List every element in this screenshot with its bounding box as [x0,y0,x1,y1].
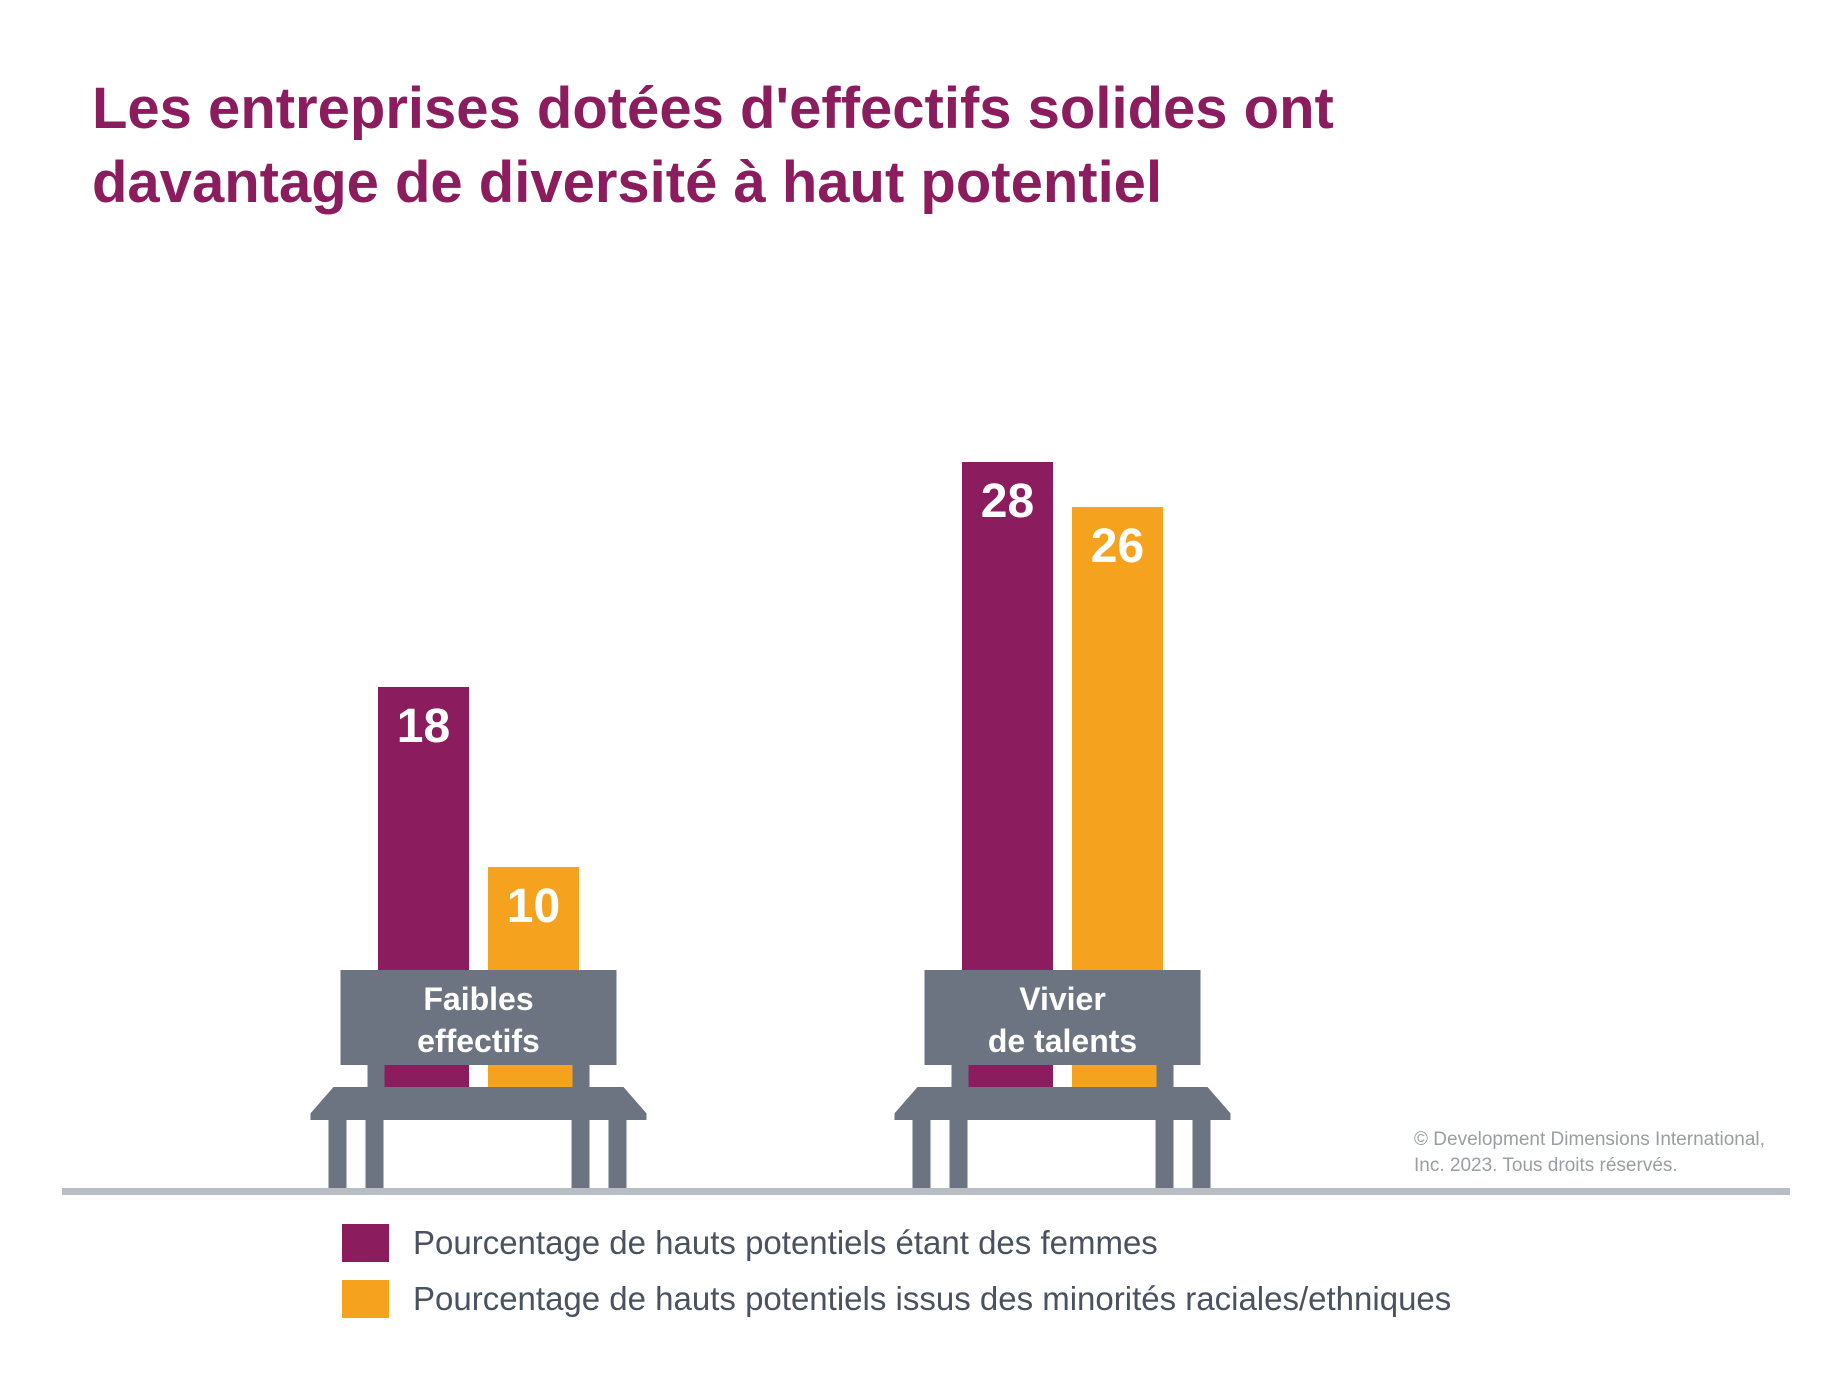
legend: Pourcentage de hauts potentiels étant de… [342,1215,1451,1327]
bench-leg-2 [365,1120,384,1188]
bench-post-right [1156,1065,1174,1087]
bench-post-right [572,1065,590,1087]
data-label-women-2: 28 [981,475,1034,528]
copyright-notice: © Development Dimensions International, … [1414,1127,1765,1179]
bench-backrest [340,970,617,1065]
legend-label-women: Pourcentage de hauts potentiels étant de… [413,1224,1158,1261]
data-label-minorities-1: 10 [507,880,560,933]
legend-item-women: Pourcentage de hauts potentiels étant de… [342,1215,1451,1271]
bench-leg-4 [1192,1120,1211,1188]
title-line-1: Les entreprises dotées d'effectifs solid… [92,76,1334,141]
legend-label-minorities: Pourcentage de hauts potentiels issus de… [413,1280,1452,1317]
chart-title: Les entreprises dotées d'effectifs solid… [92,72,1592,220]
bench-leg-3 [1155,1120,1174,1188]
copyright-line-1: © Development Dimensions International, [1414,1129,1765,1150]
bench-post-left [367,1065,385,1087]
title-line-2: davantage de diversité à haut potentiel [92,150,1163,215]
bench-post-left [951,1065,969,1087]
bench-leg-2 [949,1120,968,1188]
copyright-line-2: Inc. 2023. Tous droits réservés. [1414,1155,1678,1176]
legend-item-minorities: Pourcentage de hauts potentiels issus de… [342,1271,1451,1327]
bench-backrest [924,970,1201,1065]
category-label-2-line-1: Vivier [1019,981,1106,1017]
ground-line [62,1188,1790,1195]
bench-seat [894,1087,1231,1120]
category-label-1-line-1: Faibles [423,981,533,1017]
data-label-women-1: 18 [397,700,450,753]
bench-2: Vivier de talents [894,970,1231,1188]
bench-1: Faibles effectifs [310,970,647,1188]
bench-leg-4 [608,1120,627,1188]
legend-swatch-minorities [342,1280,389,1318]
category-label-1-line-2: effectifs [417,1023,540,1059]
bench-seat [310,1087,647,1120]
bar-group-1: 18 10 Faibles effectifs [310,687,647,1188]
data-label-minorities-2: 26 [1091,520,1144,573]
bench-leg-1 [328,1120,347,1188]
legend-swatch-women [342,1224,389,1262]
category-label-2-line-2: de talents [988,1023,1137,1059]
bench-leg-3 [571,1120,590,1188]
bench-leg-1 [912,1120,931,1188]
bar-group-2: 28 26 Vivier de talents [894,462,1231,1188]
